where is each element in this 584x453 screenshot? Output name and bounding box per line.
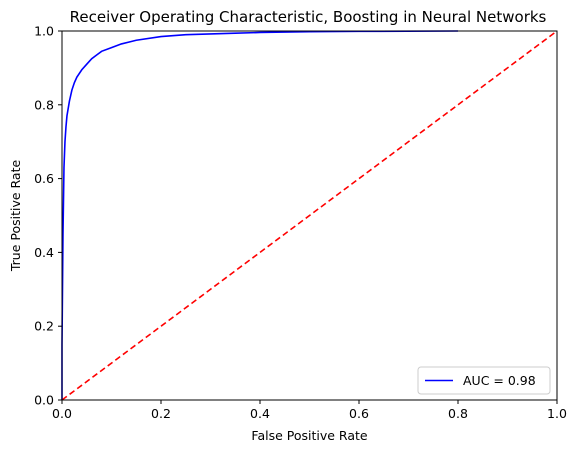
x-axis-label: False Positive Rate (251, 428, 367, 443)
x-tick-label: 0.6 (349, 406, 369, 421)
y-tick-label: 0.8 (34, 97, 54, 112)
y-tick-label: 0.6 (34, 171, 54, 186)
x-axis-ticks: 0.0 0.2 0.4 0.6 0.8 1.0 (52, 400, 567, 421)
roc-curve-series-1 (61, 30, 459, 400)
x-tick-label: 0.8 (448, 406, 468, 421)
x-tick-label: 0.2 (151, 406, 171, 421)
x-tick-label: 1.0 (547, 406, 567, 421)
y-tick-label: 0.2 (34, 319, 54, 334)
chance-line (61, 30, 558, 401)
x-tick-label: 0.4 (250, 406, 270, 421)
legend-box (417, 366, 551, 395)
y-tick-label: 1.0 (34, 24, 54, 39)
chart-title: Receiver Operating Characteristic, Boost… (70, 8, 547, 26)
plot-frame (61, 30, 558, 401)
plot-area (61, 30, 558, 401)
y-tick-label: 0.4 (34, 245, 54, 260)
y-axis-label: True Positive Rate (8, 160, 23, 273)
y-axis-ticks: 0.0 0.2 0.4 0.6 0.8 1.0 (34, 24, 62, 408)
series-layer (61, 30, 558, 401)
x-tick-label: 0.0 (52, 406, 72, 421)
legend: AUC = 0.98 (417, 366, 551, 395)
legend-label-series-1: AUC = 0.98 (463, 373, 536, 388)
y-tick-label: 0.0 (34, 393, 54, 408)
